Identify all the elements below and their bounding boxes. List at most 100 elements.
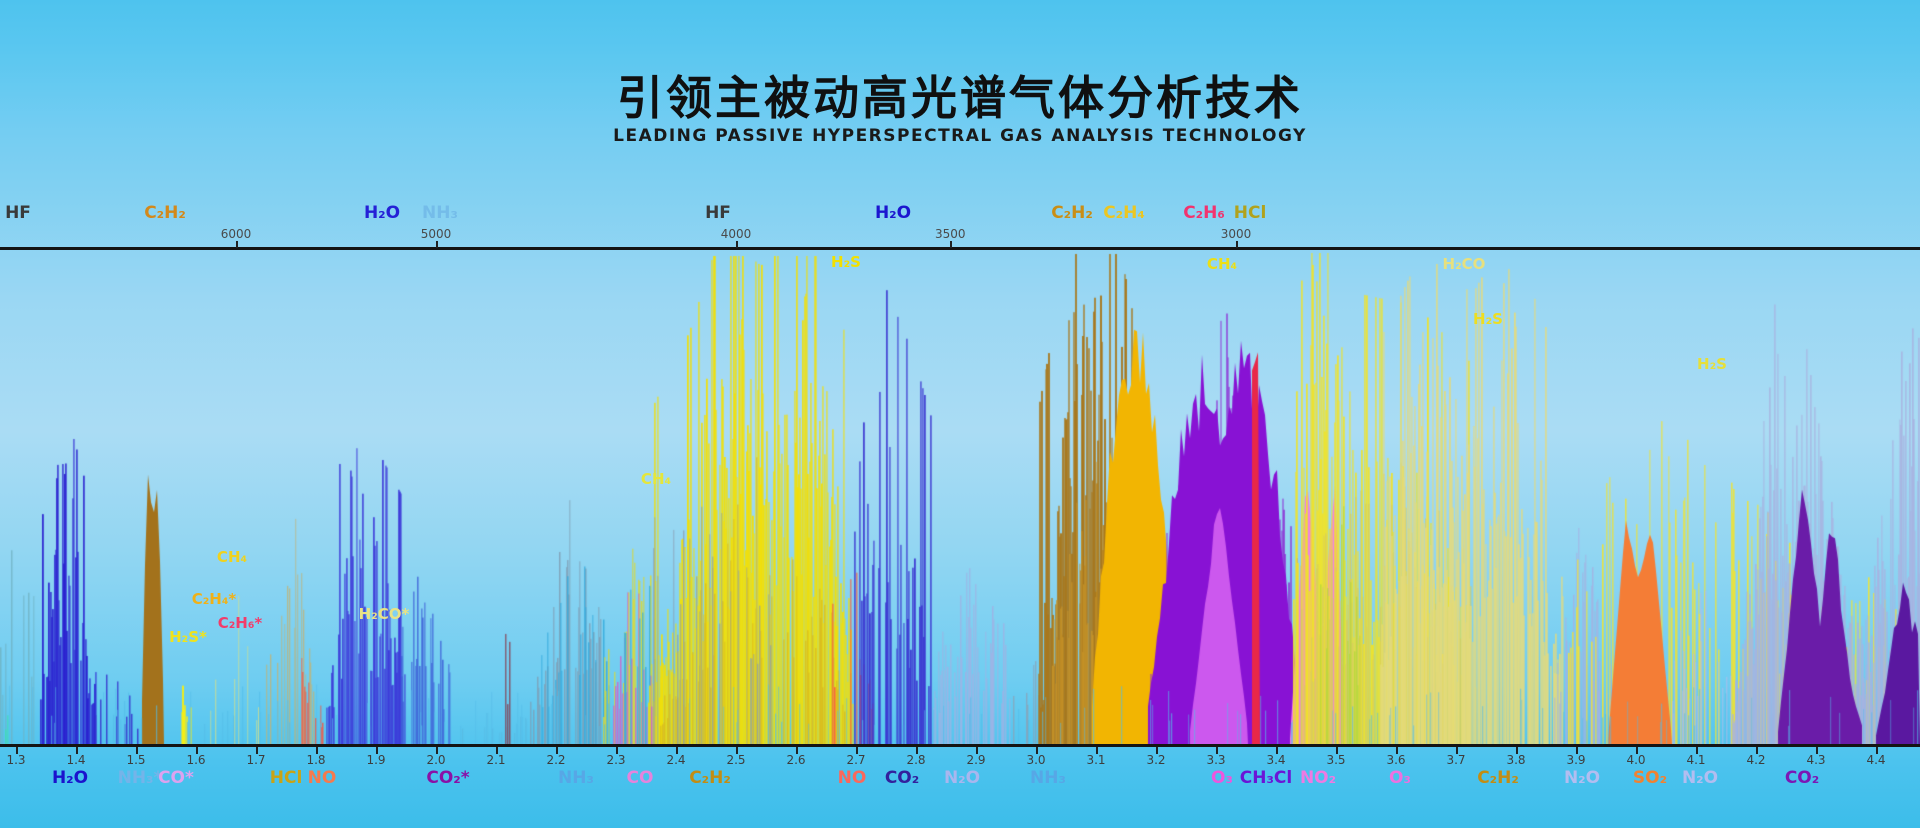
bottom-gas-label: O₃	[1389, 768, 1411, 788]
bottom-gas-label: CO*	[158, 768, 194, 788]
top-gas-label: H₂O	[874, 203, 912, 223]
bottom-axis-tick-label: 3.2	[1146, 753, 1166, 767]
bottom-gas-label: HCl	[269, 768, 303, 788]
top-gas-label: H₂O	[363, 203, 401, 223]
tick-mark	[1096, 747, 1098, 754]
tick-mark	[16, 747, 18, 754]
bottom-gas-label: NH₃*	[117, 768, 163, 788]
top-gas-label: HF	[705, 203, 731, 223]
bottom-axis-tick-label: 2.4	[666, 753, 686, 767]
tick-mark	[1756, 747, 1758, 754]
top-gas-label: C₂H₄	[1103, 203, 1145, 223]
bottom-axis-tick-label: 2.5	[726, 753, 746, 767]
bottom-axis-tick-label: 2.8	[906, 753, 926, 767]
tick-mark	[950, 241, 953, 248]
bottom-axis-tick-label: 3.9	[1566, 753, 1586, 767]
top-gas-label: HF	[5, 203, 31, 223]
plot-gas-label: CH₄	[640, 470, 672, 488]
tick-mark	[1456, 747, 1458, 754]
bottom-axis-tick-label: 1.3	[6, 753, 26, 767]
bottom-gas-label: NO	[307, 768, 337, 788]
plot-gas-label: C₂H₆*	[217, 614, 263, 632]
tick-mark	[1876, 747, 1878, 754]
top-gas-label: HCl	[1233, 203, 1267, 223]
bottom-axis-tick-label: 3.7	[1446, 753, 1466, 767]
tick-mark	[1336, 747, 1338, 754]
top-axis-tick-label: 6000	[220, 227, 252, 241]
top-axis-line	[0, 247, 1920, 250]
bottom-axis-tick-label: 3.4	[1266, 753, 1286, 767]
top-axis-tick-label: 4000	[720, 227, 752, 241]
tick-mark	[436, 241, 438, 248]
top-axis-tick-label: 3000	[1220, 227, 1252, 241]
spectra-canvas	[0, 250, 1920, 744]
plot-gas-label: C₂H₄*	[191, 590, 237, 608]
bottom-gas-label: N₂O	[1563, 768, 1601, 788]
bottom-gas-label: CO₂	[884, 768, 920, 788]
tick-mark	[736, 747, 738, 754]
tick-mark	[376, 747, 378, 754]
bottom-axis-tick-label: 3.6	[1386, 753, 1406, 767]
bottom-axis-tick-label: 1.4	[66, 753, 86, 767]
tick-mark	[1276, 747, 1278, 754]
bottom-gas-label: NO₂	[1299, 768, 1337, 788]
tick-mark	[1696, 747, 1698, 754]
tick-mark	[676, 747, 678, 754]
tick-mark	[136, 747, 138, 754]
bottom-axis-tick-label: 3.8	[1506, 753, 1526, 767]
tick-mark	[976, 747, 978, 754]
tick-mark	[316, 747, 318, 754]
bottom-axis-tick-label: 1.5	[126, 753, 146, 767]
tick-mark	[1576, 747, 1578, 754]
top-gas-label: C₂H₆	[1183, 203, 1225, 223]
bottom-axis-tick-label: 4.2	[1746, 753, 1766, 767]
top-axis-tick-label: 5000	[420, 227, 452, 241]
top-gas-label: NH₃	[422, 203, 458, 223]
tick-mark	[1396, 747, 1398, 754]
bottom-axis-tick-label: 3.0	[1026, 753, 1046, 767]
bottom-gas-label: N₂O	[943, 768, 981, 788]
bottom-axis-tick-label: 2.1	[486, 753, 506, 767]
bottom-gas-label: CO	[626, 768, 654, 788]
plot-gas-label: H₂S	[1697, 355, 1727, 373]
bottom-gas-label: CO₂*	[426, 768, 470, 788]
tick-mark	[76, 747, 78, 754]
bottom-axis-tick-label: 2.0	[426, 753, 446, 767]
plot-gas-label: H₂CO	[1442, 255, 1486, 273]
bottom-axis-line	[0, 744, 1920, 747]
tick-mark	[1816, 747, 1818, 754]
tick-mark	[856, 747, 858, 754]
bottom-gas-label: N₂O	[1681, 768, 1719, 788]
plot-gas-label: CH₄	[216, 548, 248, 566]
tick-mark	[1236, 241, 1238, 248]
bottom-gas-label: NH₃	[1030, 768, 1066, 788]
bottom-gas-label: SO₂	[1632, 768, 1668, 788]
plot-gas-label: CH₄	[1206, 255, 1238, 273]
tick-mark	[916, 747, 918, 754]
tick-mark	[436, 747, 438, 754]
tick-mark	[256, 747, 258, 754]
plot-gas-label: H₂S*	[169, 628, 207, 646]
tick-mark	[1516, 747, 1518, 754]
bottom-axis-tick-label: 2.3	[606, 753, 626, 767]
bottom-gas-label: NH₃	[558, 768, 594, 788]
tick-mark	[196, 747, 198, 754]
bottom-axis-tick-label: 3.3	[1206, 753, 1226, 767]
bottom-axis-tick-label: 1.6	[186, 753, 206, 767]
tick-mark	[1636, 747, 1638, 754]
tick-mark	[1216, 747, 1218, 754]
bottom-axis-tick-label: 4.4	[1866, 753, 1886, 767]
plot-gas-label: H₂CO*	[358, 605, 410, 623]
bottom-gas-label: CH₃Cl	[1239, 768, 1293, 788]
bottom-axis-tick-label: 2.2	[546, 753, 566, 767]
bottom-gas-label: CO₂	[1784, 768, 1820, 788]
tick-mark	[236, 241, 238, 248]
top-gas-label: C₂H₂	[1051, 203, 1093, 223]
bottom-axis-tick-label: 2.7	[846, 753, 866, 767]
tick-mark	[1036, 747, 1038, 754]
top-gas-label: C₂H₂	[144, 203, 186, 223]
bottom-axis-tick-label: 3.5	[1326, 753, 1346, 767]
bottom-gas-label: NO	[837, 768, 867, 788]
tick-mark	[496, 747, 498, 754]
